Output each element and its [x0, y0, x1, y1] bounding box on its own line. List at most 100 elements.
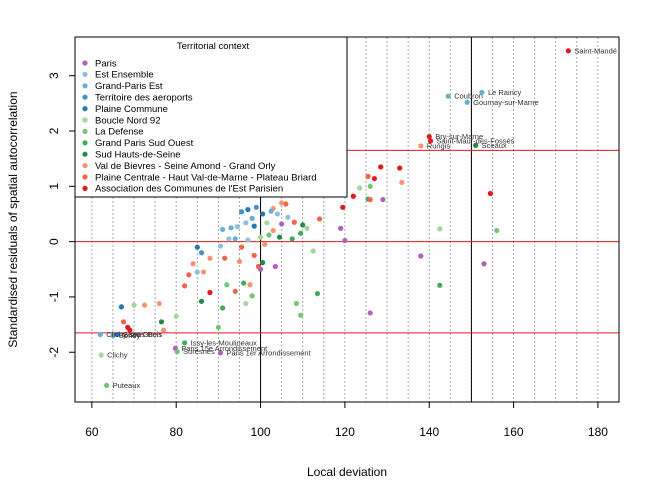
legend-entry-label: Est Ensemble [95, 70, 154, 81]
data-point [243, 300, 249, 307]
legend-marker [82, 185, 88, 191]
legend-entry-label: La Defense [95, 127, 144, 138]
data-point [367, 196, 373, 203]
labeled-data-point [104, 382, 110, 389]
legend-entry-label: Boucle Nord 92 [95, 115, 160, 126]
data-point [257, 266, 264, 272]
data-point [399, 179, 405, 186]
data-point [283, 201, 289, 207]
x-tick-label: 160 [504, 425, 524, 439]
labeled-data-point [565, 48, 571, 54]
data-point [357, 185, 363, 191]
data-point [158, 319, 165, 325]
y-tick-label: -1 [47, 291, 61, 302]
legend-entry-label: Val de Bievres - Seine Amond - Grand Orl… [95, 161, 276, 172]
data-point [310, 248, 316, 254]
data-point [251, 223, 257, 229]
data-point [304, 225, 310, 231]
data-point [127, 327, 133, 333]
data-point [367, 310, 373, 316]
point-label: Bondy [119, 331, 141, 340]
y-tick-label: -2 [47, 347, 61, 358]
data-point [300, 222, 306, 228]
labeled-data-point [479, 89, 485, 95]
data-point [494, 227, 500, 234]
y-axis: -2 -1 0 1 2 3 [47, 72, 75, 358]
legend-entry-label: Territoire des aeroports [95, 93, 193, 104]
labeled-data-point [418, 143, 424, 149]
data-point [118, 304, 124, 310]
x-axis: 60 80 100 120 140 160 180 [85, 402, 608, 439]
data-point [397, 165, 403, 171]
data-point [245, 237, 251, 243]
labeled-data-point [110, 333, 116, 339]
data-point [378, 164, 384, 170]
data-point [224, 282, 230, 288]
y-tick-label: 2 [47, 127, 61, 134]
labeled-data-point [114, 331, 120, 338]
data-point [207, 289, 213, 296]
point-label: Bry-sur-Marne [435, 132, 483, 141]
legend-marker [82, 71, 88, 77]
y-tick-label: 0 [47, 238, 61, 245]
data-point [120, 319, 127, 325]
labeled-data-point [98, 352, 104, 358]
data-point [314, 291, 321, 297]
x-tick-label: 120 [335, 425, 355, 439]
data-point [437, 282, 443, 288]
labeled-data-point [182, 340, 188, 346]
legend-marker [82, 151, 88, 157]
data-point [342, 237, 348, 244]
data-point [228, 225, 234, 231]
data-point [350, 193, 356, 199]
legend-marker [82, 106, 88, 112]
point-label: Saint-Maur-des-Fossés [436, 136, 514, 145]
data-point [279, 200, 285, 206]
data-point [160, 327, 167, 333]
data-point [198, 250, 205, 256]
data-point [194, 244, 200, 250]
point-label: Sceaux [482, 141, 507, 150]
data-point [222, 255, 228, 261]
data-point [253, 204, 259, 210]
labeled-data-point [464, 99, 470, 105]
point-label: Paris 1er Arrondissement [226, 348, 311, 357]
legend-entry-label: Grand Paris Sud Ouest [95, 138, 194, 149]
x-axis-label: Local deviation [307, 465, 387, 479]
data-point [266, 232, 272, 238]
point-label: Gournay-sur-Marne [473, 98, 538, 107]
data-point [198, 298, 205, 304]
data-point [232, 236, 238, 242]
y-tick-label: 3 [47, 72, 61, 79]
data-point [289, 236, 295, 242]
legend-marker [82, 117, 88, 123]
data-point [219, 305, 226, 311]
data-point [251, 252, 257, 259]
data-point [340, 204, 346, 210]
data-point [268, 208, 274, 214]
data-point [238, 209, 245, 215]
data-point [219, 226, 226, 233]
point-label: Coubron [454, 92, 483, 101]
data-point [238, 244, 245, 250]
data-point [276, 234, 283, 240]
data-point [245, 206, 251, 213]
data-point [241, 280, 247, 286]
data-point [264, 220, 270, 226]
legend-marker [82, 60, 88, 66]
data-point [262, 241, 268, 247]
legend-entry-label: Association des Communes de l'Est Parisi… [95, 184, 283, 195]
legend-marker [82, 94, 88, 100]
point-label: Suresnes [183, 347, 215, 356]
data-point [232, 288, 238, 294]
data-point [270, 227, 276, 234]
legend-entry-label: Paris [95, 58, 117, 69]
legend-marker [82, 128, 88, 134]
labeled-data-point [473, 142, 479, 148]
data-point [371, 175, 378, 182]
legend-entry-label: Plaine Commune [95, 104, 168, 115]
data-point [274, 211, 281, 217]
